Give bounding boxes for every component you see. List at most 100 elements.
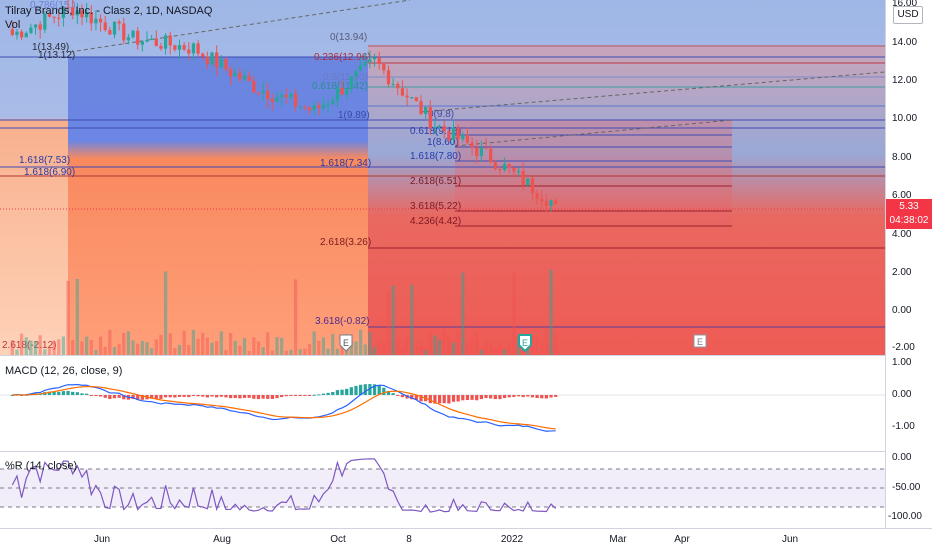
wr-pane[interactable] <box>0 452 885 528</box>
volume-bar <box>544 329 549 355</box>
macd-histogram-bar <box>335 390 340 395</box>
price-tick: 12.00 <box>892 75 918 86</box>
volume-bar <box>391 285 395 355</box>
macd-histogram-bar <box>326 392 330 395</box>
time-axis[interactable]: Jun Aug Oct 8 2022 Mar Apr Jun <box>0 528 932 550</box>
candle-body <box>163 35 168 49</box>
price-axis[interactable]: 16.00 14.00 12.00 10.00 8.00 6.00 4.00 2… <box>885 0 932 528</box>
candle-body <box>507 163 511 168</box>
macd-histogram-bar <box>136 395 140 400</box>
volume-bar <box>103 346 107 355</box>
macd-histogram-bar <box>382 387 386 395</box>
candle-body <box>80 10 84 18</box>
candle-body <box>456 127 460 140</box>
macd-histogram-bar <box>516 395 521 397</box>
chart-area[interactable]: 0.786(15.) 1(13.49) 1(13.12) 1.618(7.53)… <box>0 0 885 528</box>
earnings-marker[interactable]: E <box>339 334 353 352</box>
volume-bar <box>507 343 511 355</box>
candle-body <box>98 18 103 23</box>
volume-bar <box>386 290 391 355</box>
time-tick: Jun <box>93 534 111 545</box>
volume-bar <box>535 338 539 355</box>
fib-label: 0.236(12.96) <box>314 52 371 63</box>
candle-body <box>66 7 70 9</box>
main-legend[interactable]: Tilray Brands, Inc. - Class 2, 1D, NASDA… <box>5 4 212 32</box>
candle-body <box>19 31 24 38</box>
macd-histogram-bar <box>317 394 321 396</box>
price-tick: 6.00 <box>892 190 912 201</box>
macd-histogram-bar <box>372 384 377 395</box>
macd-histogram-bar <box>85 393 89 395</box>
candle-body <box>372 57 377 60</box>
volume-bar <box>247 350 251 355</box>
volume-bar <box>43 349 47 355</box>
candle-body <box>233 72 237 77</box>
volume-bar <box>29 340 33 355</box>
candle-body <box>33 24 38 28</box>
symbol-title[interactable]: Tilray Brands, Inc. - Class 2, 1D, NASDA… <box>5 5 213 17</box>
candle-body <box>10 29 14 35</box>
macd-histogram-bar <box>270 395 275 399</box>
volume-bar <box>177 344 182 355</box>
volume-bar <box>140 340 144 355</box>
volume-bar <box>554 333 558 355</box>
time-tick: Apr <box>674 534 690 545</box>
candle-body <box>465 134 470 143</box>
macd-histogram-bar <box>345 388 349 395</box>
candle-body <box>103 22 107 31</box>
trend-line[interactable] <box>419 71 885 113</box>
fib-zone-3 <box>368 45 885 356</box>
volume-bar <box>479 350 483 355</box>
volume-bar <box>47 346 52 355</box>
wr-label[interactable]: %R (14, close) <box>5 460 78 472</box>
volume-bar <box>242 338 247 355</box>
fib-label: 2.618(3.26) <box>320 237 371 248</box>
volume-bar <box>326 348 330 355</box>
volume-bar <box>312 331 316 355</box>
svg-text:E: E <box>343 338 349 348</box>
volume-bar <box>201 332 205 355</box>
candle-body <box>410 97 414 99</box>
volume-bar <box>163 271 168 355</box>
pane-divider[interactable] <box>0 355 885 356</box>
fib-label: 1.618(7.80) <box>410 151 461 162</box>
macd-histogram-bar <box>131 395 135 399</box>
candle-body <box>136 30 140 45</box>
fib-label: 0.618(9.18) <box>410 126 461 137</box>
macd-histogram-bar <box>80 393 84 395</box>
macd-histogram-bar <box>168 395 172 398</box>
volume-bar <box>405 336 409 355</box>
candles[interactable] <box>10 0 558 213</box>
earnings-marker[interactable]: E <box>518 334 532 353</box>
macd-histogram-bar <box>261 395 265 399</box>
volume-bar <box>498 343 502 355</box>
currency-button[interactable]: USD <box>893 6 923 24</box>
volume-bar <box>540 342 544 355</box>
pane-divider[interactable] <box>0 451 885 452</box>
macd-tick: -1.00 <box>892 421 915 432</box>
macd-histogram-bar <box>10 395 14 396</box>
macd-label[interactable]: MACD (12, 26, close, 9) <box>5 365 123 377</box>
volume-bar <box>331 333 335 355</box>
volume-bar <box>451 342 456 355</box>
candle-body <box>252 80 256 93</box>
volume-label[interactable]: Vol <box>5 19 21 31</box>
candle-body <box>24 33 28 38</box>
macd-line <box>12 383 556 432</box>
candle-body <box>293 93 298 107</box>
earnings-marker[interactable]: E <box>693 334 707 348</box>
macd-histogram-bar <box>540 395 544 399</box>
trend-line[interactable] <box>454 119 733 147</box>
volume-bar <box>219 331 223 355</box>
volume-bar <box>442 329 446 355</box>
volume-bar <box>433 335 437 355</box>
macd-pane[interactable] <box>0 356 885 451</box>
trend-line[interactable] <box>69 0 411 53</box>
volume-bar <box>530 335 535 355</box>
volume-bar <box>321 337 326 355</box>
candle-body <box>238 72 242 80</box>
macd-tick: 1.00 <box>892 357 912 368</box>
chart-canvas[interactable]: 0.786(15.) 1(13.49) 1(13.12) 1.618(7.53)… <box>0 0 885 528</box>
candle-body <box>405 95 409 98</box>
candle-body <box>298 106 302 108</box>
